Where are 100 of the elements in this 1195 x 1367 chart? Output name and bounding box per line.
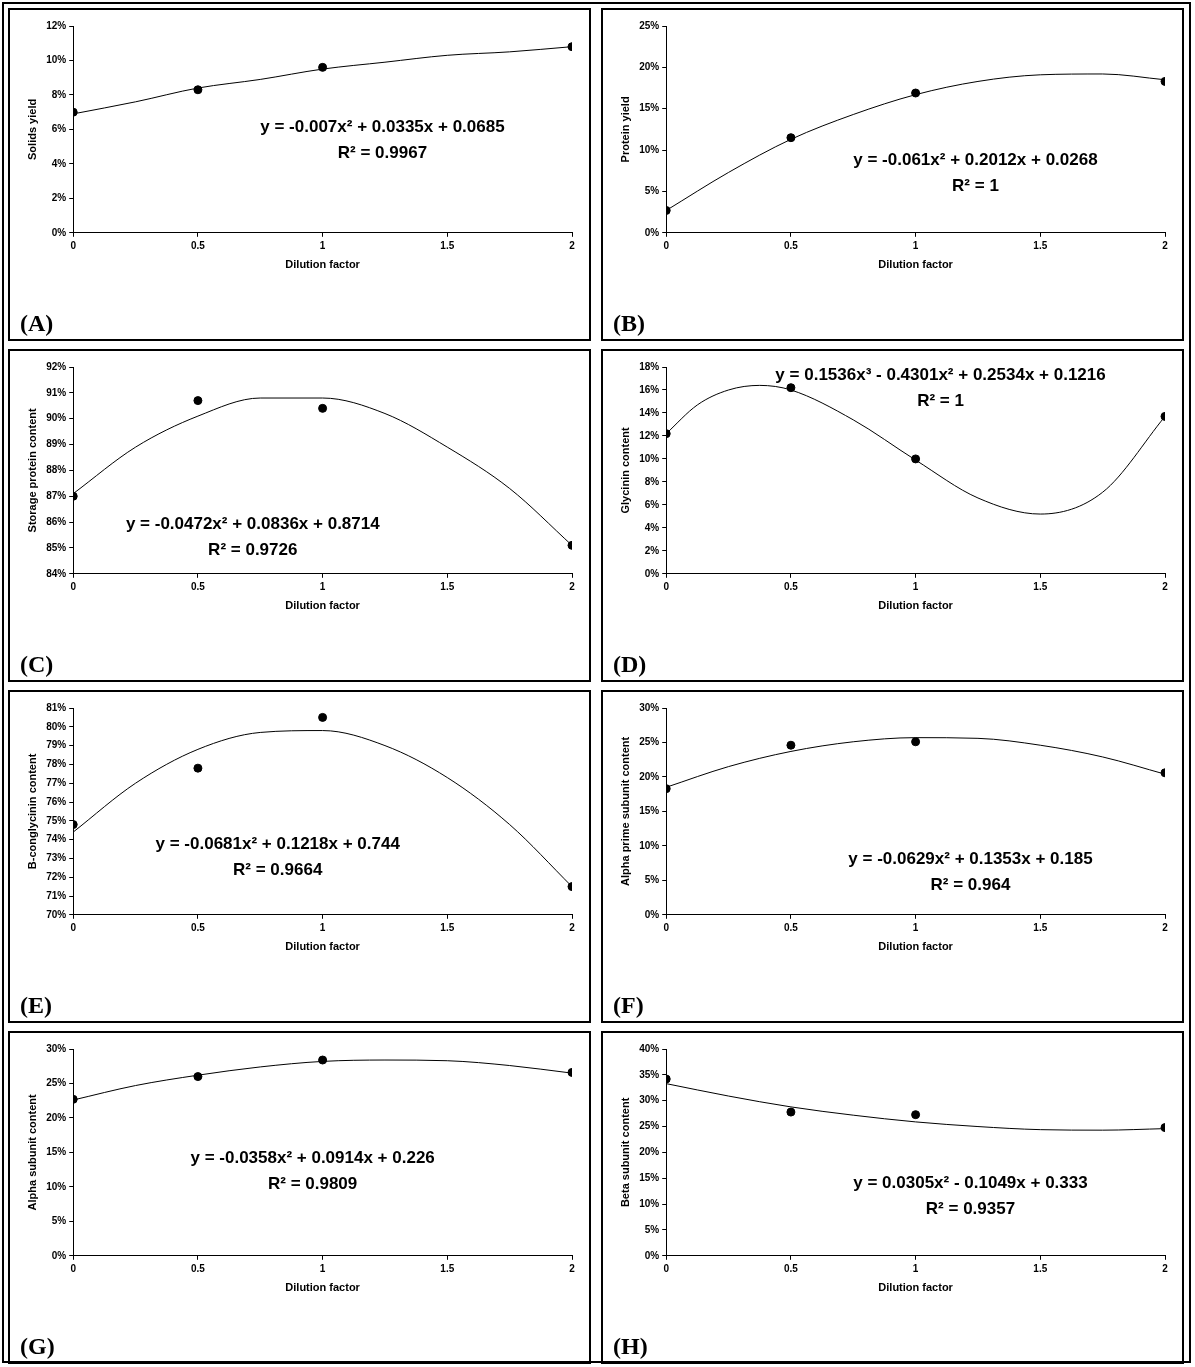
y-tick-label: 0% xyxy=(51,226,67,238)
y-tick-label: 91% xyxy=(46,386,67,398)
x-tick-label: 1.5 xyxy=(1033,580,1048,592)
y-tick-label: 25% xyxy=(639,1120,660,1132)
x-tick-label: 2 xyxy=(1162,580,1169,592)
annotation: R² = 0.9967 xyxy=(337,143,428,163)
x-tick-label: 1.5 xyxy=(1033,239,1048,251)
annotation: R² = 0.964 xyxy=(930,874,1011,894)
y-tick-label: 4% xyxy=(51,157,67,169)
x-tick-label: 1 xyxy=(319,921,326,933)
y-axis-title: Protein yield xyxy=(618,96,631,163)
y-tick-label: 5% xyxy=(644,1223,660,1235)
text: (C) xyxy=(20,651,54,678)
y-tick-label: 20% xyxy=(639,61,660,73)
annotation: y = -0.061x² + 0.2012x + 0.0268 xyxy=(853,150,1098,170)
y-tick-label: 20% xyxy=(639,1146,660,1158)
y-tick-label: 5% xyxy=(644,874,660,886)
y-tick-label: 5% xyxy=(644,185,660,197)
x-axis-title: Dilution factor xyxy=(285,940,361,953)
x-tick-label: 0.5 xyxy=(190,239,206,251)
x-tick-label: 1.5 xyxy=(440,1262,455,1274)
annotation: R² = 1 xyxy=(917,390,964,410)
y-tick-label: 10% xyxy=(46,1180,67,1192)
y-tick-label: 10% xyxy=(639,143,660,155)
x-tick-label: 0.5 xyxy=(190,580,206,592)
y-tick-label: 25% xyxy=(639,19,660,31)
y-tick-label: 12% xyxy=(46,19,67,31)
y-tick-label: 10% xyxy=(639,1197,660,1209)
annotation: y = -0.007x² + 0.0335x + 0.0685 xyxy=(260,117,505,137)
y-tick-label: 89% xyxy=(46,438,67,450)
y-tick-label: 10% xyxy=(46,54,67,66)
y-tick-label: 6% xyxy=(644,498,660,510)
text: (H) xyxy=(613,1333,648,1360)
x-axis-title: Dilution factor xyxy=(878,940,954,953)
text: (D) xyxy=(613,651,647,678)
x-tick-label: 0.5 xyxy=(783,580,799,592)
y-tick-label: 76% xyxy=(46,795,67,807)
y-tick-label: 18% xyxy=(639,360,660,372)
annotation: y = -0.0472x² + 0.0836x + 0.8714 xyxy=(125,513,381,533)
x-tick-label: 0 xyxy=(663,1262,670,1274)
y-axis-title: Beta subunit content xyxy=(618,1097,631,1208)
x-axis-title: Dilution factor xyxy=(878,1281,954,1294)
x-tick-label: 0 xyxy=(70,580,77,592)
y-tick-label: 8% xyxy=(644,475,660,487)
y-tick-label: 92% xyxy=(46,360,67,372)
y-tick-label: 16% xyxy=(639,383,660,395)
y-tick-label: 90% xyxy=(46,412,67,424)
y-tick-label: 6% xyxy=(51,123,67,135)
x-tick-label: 1 xyxy=(912,921,919,933)
text: (F) xyxy=(613,992,644,1019)
y-tick-label: 5% xyxy=(51,1215,67,1227)
y-tick-label: 10% xyxy=(639,452,660,464)
y-tick-label: 15% xyxy=(639,805,660,817)
y-tick-label: 77% xyxy=(46,776,67,788)
y-tick-label: 0% xyxy=(644,908,660,920)
y-tick-label: 25% xyxy=(46,1077,67,1089)
y-axis-title: B-conglycinin content xyxy=(25,753,38,870)
y-tick-label: 70% xyxy=(46,908,67,920)
y-tick-label: 25% xyxy=(639,736,660,748)
x-tick-label: 0.5 xyxy=(190,921,206,933)
y-tick-label: 88% xyxy=(46,464,67,476)
annotation: y = -0.0681x² + 0.1218x + 0.744 xyxy=(155,834,401,854)
y-tick-label: 73% xyxy=(46,852,67,864)
y-tick-label: 0% xyxy=(51,1249,67,1261)
x-tick-label: 0 xyxy=(70,1262,77,1274)
y-tick-label: 30% xyxy=(46,1042,67,1054)
x-tick-label: 1.5 xyxy=(440,580,455,592)
text: (A) xyxy=(20,310,54,337)
x-tick-label: 0.5 xyxy=(783,239,799,251)
y-tick-label: 2% xyxy=(51,192,67,204)
x-tick-label: 0.5 xyxy=(783,1262,799,1274)
x-tick-label: 1.5 xyxy=(1033,1262,1048,1274)
y-tick-label: 81% xyxy=(46,701,67,713)
x-tick-label: 0.5 xyxy=(190,1262,206,1274)
annotation: y = -0.0629x² + 0.1353x + 0.185 xyxy=(848,848,1093,868)
y-tick-label: 30% xyxy=(639,1094,660,1106)
y-tick-label: 12% xyxy=(639,429,660,441)
x-tick-label: 0 xyxy=(663,921,670,933)
y-axis-title: Alpha subunit content xyxy=(25,1094,38,1211)
x-axis-title: Dilution factor xyxy=(878,599,954,612)
x-tick-label: 1 xyxy=(912,239,919,251)
x-tick-label: 1 xyxy=(319,239,326,251)
x-tick-label: 0 xyxy=(70,239,77,251)
text: (E) xyxy=(20,992,52,1019)
y-axis-title: Storage protein content xyxy=(25,408,38,533)
y-tick-label: 10% xyxy=(639,839,660,851)
y-axis-title: Alpha prime subunit content xyxy=(618,736,631,886)
y-tick-label: 20% xyxy=(639,770,660,782)
y-tick-label: 75% xyxy=(46,814,67,826)
x-tick-label: 1.5 xyxy=(440,921,455,933)
x-tick-label: 2 xyxy=(569,239,576,251)
annotation: R² = 1 xyxy=(952,176,999,196)
x-tick-label: 0 xyxy=(70,921,77,933)
x-tick-label: 2 xyxy=(569,580,576,592)
x-tick-label: 1.5 xyxy=(1033,921,1048,933)
x-tick-label: 0 xyxy=(663,580,670,592)
y-tick-label: 20% xyxy=(46,1111,67,1123)
y-tick-label: 30% xyxy=(639,701,660,713)
y-tick-label: 0% xyxy=(644,567,660,579)
x-tick-label: 1 xyxy=(912,1262,919,1274)
